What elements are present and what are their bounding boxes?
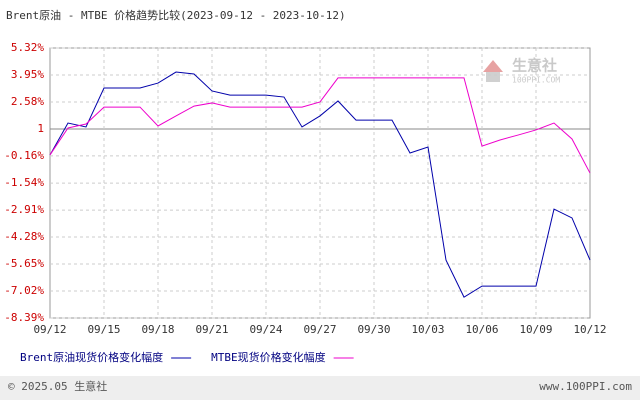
x-tick-label: 10/09 (519, 323, 552, 336)
legend-label: MTBE现货价格变化幅度 (211, 350, 326, 364)
y-tick-label: -5.65% (4, 257, 44, 270)
watermark-icon (483, 60, 503, 72)
x-tick-label: 10/06 (465, 323, 498, 336)
x-tick-label: 09/12 (33, 323, 66, 336)
watermark-text: 生意社 (512, 57, 557, 75)
y-tick-label: 2.58% (11, 95, 44, 108)
y-tick-label: -8.39% (4, 311, 44, 324)
x-tick-label: 09/21 (195, 323, 228, 336)
y-tick-label: 1 (37, 122, 44, 135)
footer-bar (0, 376, 640, 400)
watermark-icon (486, 72, 500, 82)
x-tick-label: 09/24 (249, 323, 282, 336)
y-tick-label: -2.91% (4, 203, 44, 216)
series-line (49, 71, 591, 298)
x-tick-label: 10/03 (411, 323, 444, 336)
series-line (49, 77, 591, 174)
x-tick-label: 09/30 (357, 323, 390, 336)
x-tick-label: 09/18 (141, 323, 174, 336)
footer-right: www.100PPI.com (539, 380, 632, 393)
footer-left: © 2025.05 生意社 (8, 379, 107, 393)
y-tick-label: -0.16% (4, 149, 44, 162)
y-tick-label: -1.54% (4, 176, 44, 189)
legend-label: Brent原油现货价格变化幅度 (20, 350, 163, 364)
y-tick-label: -4.28% (4, 230, 44, 243)
x-tick-label: 09/15 (87, 323, 120, 336)
x-tick-label: 09/27 (303, 323, 336, 336)
y-tick-label: 3.95% (11, 68, 44, 81)
y-tick-label: 5.32% (11, 41, 44, 54)
x-tick-label: 10/12 (573, 323, 606, 336)
chart-title: Brent原油 - MTBE 价格趋势比较(2023-09-12 - 2023-… (6, 8, 346, 22)
y-tick-label: -7.02% (4, 284, 44, 297)
